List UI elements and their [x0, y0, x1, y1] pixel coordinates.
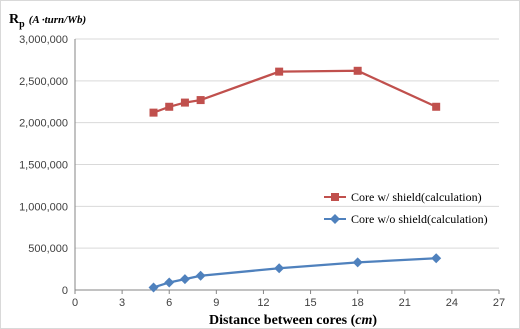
gridlines — [75, 38, 499, 249]
data-point-diamond — [352, 257, 363, 268]
series — [148, 66, 442, 293]
legend: Core w/ shield(calculation) Core w/o shi… — [324, 190, 488, 226]
x-tick-label: 24 — [446, 297, 458, 309]
data-point-diamond — [195, 270, 206, 281]
data-point-diamond — [431, 253, 442, 264]
x-tick-label: 18 — [352, 297, 364, 309]
y-axis-title-subscript: p — [19, 19, 25, 30]
data-point-square — [353, 66, 362, 75]
legend-marker-square — [331, 193, 339, 201]
x-tick-label: 3 — [119, 297, 125, 309]
data-point-diamond — [148, 282, 159, 293]
legend-item-without-shield[interactable]: Core w/o shield(calculation) — [324, 212, 488, 226]
y-tick-label: 2,000,000 — [19, 118, 68, 130]
x-axis-title-unit: cm — [355, 313, 372, 328]
data-point-square — [180, 98, 189, 107]
series-line — [153, 69, 437, 114]
x-axis-title-close: ) — [372, 313, 377, 328]
legend-marker-diamond — [330, 214, 340, 224]
legend-label-without-shield: Core w/o shield(calculation) — [351, 212, 488, 226]
data-point-square — [165, 102, 174, 111]
y-tick-label: 3,000,000 — [19, 34, 68, 46]
x-tick-label: 21 — [399, 297, 411, 309]
y-axis-title-main: R — [9, 12, 20, 27]
y-tick-label: 500,000 — [28, 243, 68, 255]
legend-item-with-shield[interactable]: Core w/ shield(calculation) — [324, 190, 482, 204]
tick-labels: 0 500,000 1,000,000 1,500,000 2,000,000 2,500… — [19, 34, 505, 309]
y-tick-label: 0 — [62, 285, 68, 297]
x-tick-label: 15 — [304, 297, 316, 309]
y-tick-label: 1,500,000 — [19, 160, 68, 172]
series-with-shield — [149, 66, 441, 117]
series-line — [153, 257, 437, 289]
y-axis-title: Rp (A ·turn/Wb) — [9, 12, 86, 30]
y-tick-label: 2,500,000 — [19, 76, 68, 88]
data-point-diamond — [179, 274, 190, 285]
series-without-shield — [148, 253, 442, 293]
x-tick-label: 12 — [257, 297, 269, 309]
x-tick-label: 0 — [72, 297, 78, 309]
data-point-square — [196, 96, 205, 105]
x-tick-label: 9 — [213, 297, 219, 309]
x-axis-title-text: Distance between cores ( — [209, 313, 356, 328]
x-tick-label: 27 — [493, 297, 505, 309]
y-tick-label: 1,000,000 — [19, 201, 68, 213]
data-point-square — [432, 102, 441, 111]
legend-label-with-shield: Core w/ shield(calculation) — [351, 190, 482, 204]
data-point-diamond — [274, 263, 285, 274]
x-axis-title: Distance between cores (cm) — [209, 313, 377, 328]
data-point-diamond — [164, 277, 175, 288]
x-tick-label: 6 — [166, 297, 172, 309]
data-point-square — [275, 67, 284, 76]
y-axis-title-unit: (A ·turn/Wb) — [29, 14, 86, 26]
data-point-square — [149, 108, 158, 117]
axes — [74, 39, 500, 294]
